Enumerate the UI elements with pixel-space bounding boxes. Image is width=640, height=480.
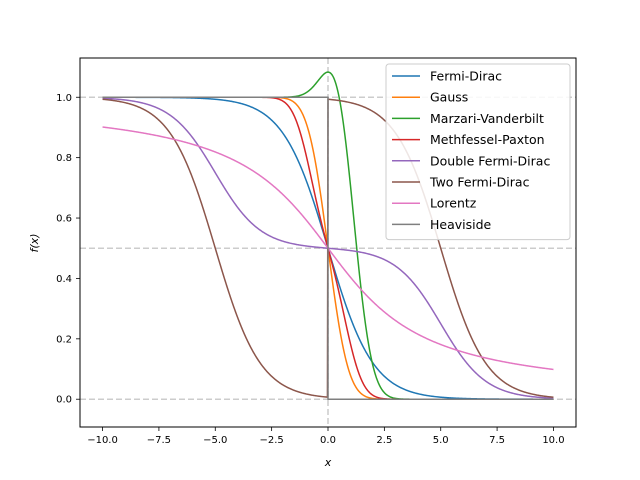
- x-tick-label: −5.0: [203, 435, 227, 446]
- legend-box: [385, 63, 571, 241]
- y-tick-label: 0.0: [56, 395, 72, 406]
- y-tick-label: 0.6: [56, 214, 72, 225]
- x-tick-label: 5.0: [433, 435, 449, 446]
- legend-label-fermi-dirac: Fermi-Dirac: [430, 69, 502, 84]
- x-tick-label: −7.5: [147, 435, 171, 446]
- x-tick-label: −2.5: [259, 435, 283, 446]
- x-tick-label: 0.0: [320, 435, 336, 446]
- y-tick-label: 0.4: [56, 274, 72, 285]
- x-axis: −10.0 −7.5 −5.0 −2.5 0.0 2.5 5.0 7.5 10.0: [87, 427, 565, 446]
- legend-label-two-fermi-dirac: Two Fermi-Dirac: [429, 175, 530, 190]
- legend-label-heaviside: Heaviside: [430, 217, 492, 232]
- y-tick-label: 0.8: [56, 153, 72, 164]
- y-tick-label: 1.0: [56, 93, 72, 104]
- x-tick-label: 10.0: [542, 435, 564, 446]
- x-tick-label: −10.0: [87, 435, 118, 446]
- x-tick-label: 2.5: [376, 435, 392, 446]
- legend-label-double-fermi-dirac: Double Fermi-Dirac: [430, 153, 550, 168]
- y-tick-label: 0.2: [56, 334, 72, 345]
- legend-label-methfessel-paxton: Methfessel-Paxton: [430, 132, 545, 147]
- series-line-heaviside: [102, 96, 554, 400]
- x-tick-label: 7.5: [489, 435, 505, 446]
- legend-label-marzari-vanderbilt: Marzari-Vanderbilt: [430, 111, 544, 126]
- legend-label-gauss: Gauss: [430, 90, 468, 105]
- legend-label-lorentz: Lorentz: [430, 196, 477, 211]
- y-axis: 0.0 0.2 0.4 0.6 0.8 1.0: [56, 93, 80, 406]
- x-axis-label: x: [324, 456, 332, 469]
- series-layer: [102, 71, 554, 400]
- y-axis-label: f(x): [28, 234, 41, 253]
- legend: Fermi-Dirac Gauss Marzari-Vanderbilt Methfe…: [385, 63, 571, 241]
